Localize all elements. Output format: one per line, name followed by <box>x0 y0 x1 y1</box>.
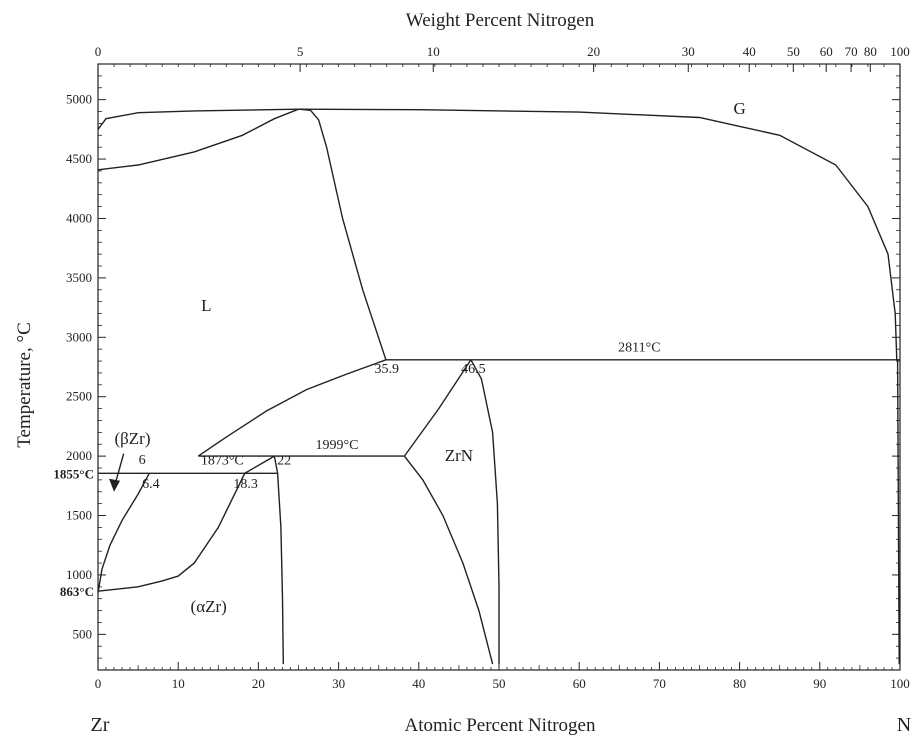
y-axis-title: Temperature, °C <box>14 322 35 448</box>
x-tick-label: 80 <box>733 676 746 691</box>
temperature-mark-label: 863°C <box>60 584 94 599</box>
element-right-label: N <box>897 714 911 736</box>
x-tick-label: 100 <box>890 676 910 691</box>
axis-ticks: 0 10 20 30 40 50 60 70 80 90 1000 5 10 20 30 40 50 60 70 80… <box>66 44 910 691</box>
data-label: 6.4 <box>142 477 160 492</box>
phase-boundary-line <box>273 455 284 665</box>
data-label: 46.5 <box>461 362 486 377</box>
x-tick-label: 50 <box>493 676 506 691</box>
x-tick-label: 60 <box>573 676 586 691</box>
data-label: 2811°C <box>618 341 660 356</box>
phase-region-label: (αZr) <box>191 597 227 616</box>
data-label: 1999°C <box>316 438 359 453</box>
top-tick-label: 40 <box>743 44 756 59</box>
y-tick-label: 5000 <box>66 92 92 107</box>
phase-region-label: G <box>733 99 745 118</box>
y-tick-label: 4500 <box>66 151 92 166</box>
phase-boundary-line <box>97 455 275 592</box>
top-tick-label: 20 <box>587 44 600 59</box>
x-tick-label: 10 <box>172 676 185 691</box>
phase-boundary-line <box>298 108 387 361</box>
phase-boundary-line <box>403 359 472 457</box>
y-tick-label: 3500 <box>66 270 92 285</box>
top-tick-label: 5 <box>297 44 304 59</box>
phase-boundary-line <box>197 359 387 457</box>
x-tick-label: 30 <box>332 676 345 691</box>
phase-region-label: L <box>201 296 211 315</box>
x-tick-label: 70 <box>653 676 666 691</box>
x-tick-label: 20 <box>252 676 265 691</box>
data-label: 1873°C <box>201 453 244 468</box>
top-tick-label: 0 <box>95 44 102 59</box>
phase-boundaries <box>97 108 900 665</box>
top-tick-label: 30 <box>682 44 695 59</box>
top-tick-label: 50 <box>787 44 800 59</box>
phase-boundary-line <box>896 359 900 665</box>
top-axis-title: Weight Percent Nitrogen <box>406 10 595 31</box>
top-tick-label: 70 <box>845 44 858 59</box>
y-tick-label: 500 <box>73 626 93 641</box>
x-tick-label: 90 <box>813 676 826 691</box>
y-tick-label: 3000 <box>66 329 92 344</box>
y-tick-label: 1500 <box>66 508 92 523</box>
x-tick-label: 40 <box>412 676 425 691</box>
y-tick-label: 1000 <box>66 567 92 582</box>
top-tick-label: 10 <box>427 44 440 59</box>
top-tick-label: 80 <box>864 44 877 59</box>
data-label: 6 <box>139 453 146 468</box>
phase-region-label: (βZr) <box>114 429 150 448</box>
data-label: 18.3 <box>233 477 258 492</box>
top-tick-label: 60 <box>820 44 833 59</box>
beta-zr-arrow-line <box>114 453 125 483</box>
y-tick-label: 2000 <box>66 448 92 463</box>
data-label: 22 <box>277 453 291 468</box>
phase-boundary-line <box>97 472 150 593</box>
element-left-label: Zr <box>91 714 110 736</box>
phase-boundary-line <box>470 359 500 665</box>
data-label: 35.9 <box>374 362 399 377</box>
beta-zr-arrow-head <box>109 478 121 492</box>
x-axis-title: Atomic Percent Nitrogen <box>404 715 596 736</box>
top-tick-label: 100 <box>890 44 910 59</box>
y-tick-label: 4000 <box>66 210 92 225</box>
phase-boundary-line <box>403 455 494 665</box>
phase-boundary-line <box>97 108 898 360</box>
temperature-mark-label: 1855°C <box>53 466 94 481</box>
x-tick-label: 0 <box>95 676 102 691</box>
y-tick-label: 2500 <box>66 389 92 404</box>
phase-region-label: ZrN <box>445 446 473 465</box>
chart-labels: G L ZrN (βZr) (αZr) 2811°C 35.9 46.5 1999°C 1873°… <box>53 99 745 616</box>
phase-boundary-line <box>97 108 299 171</box>
